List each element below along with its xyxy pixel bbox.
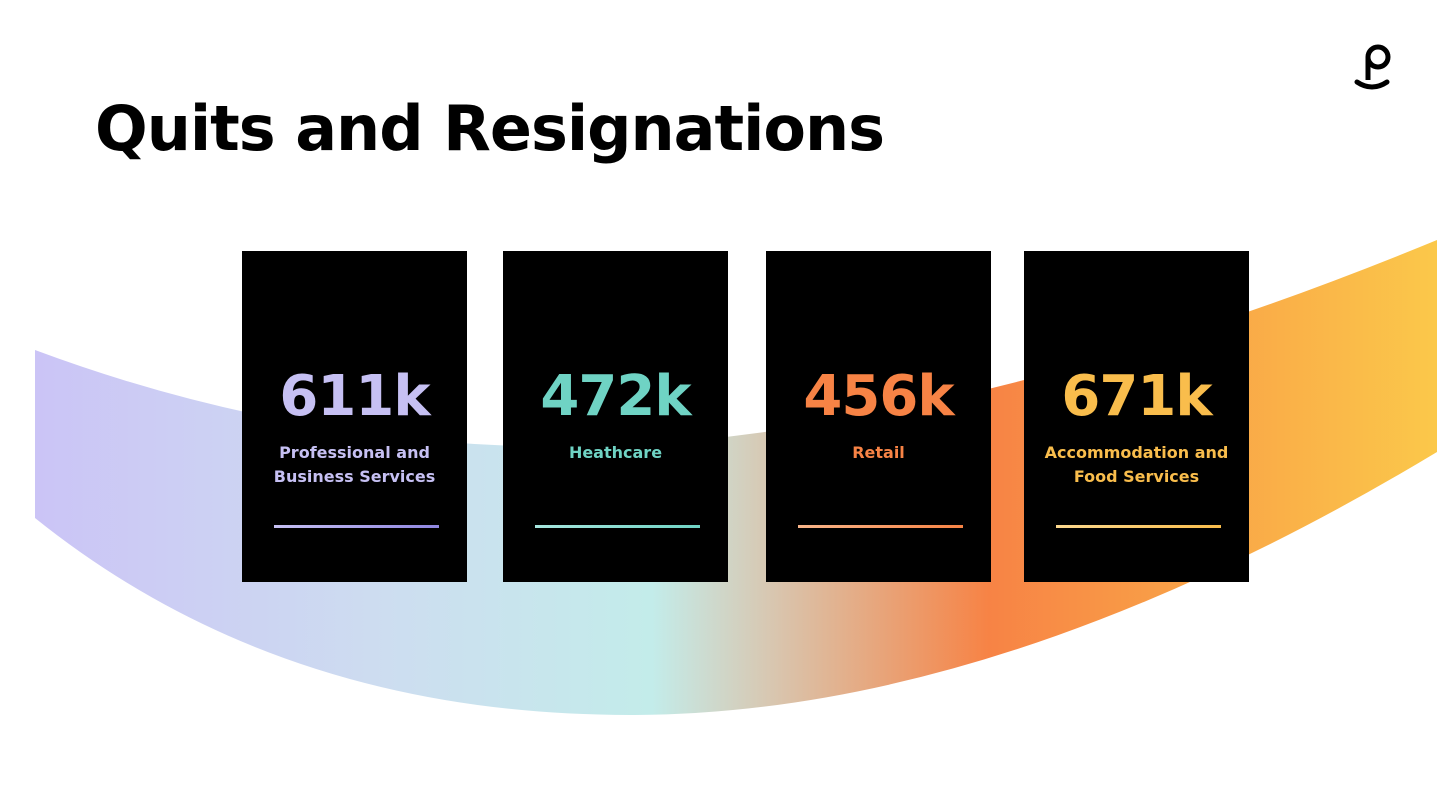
stat-value: 456k [803,364,954,429]
underline [798,525,963,528]
stat-card: 671k Accommodation and Food Services [1024,251,1249,582]
underline [1056,525,1221,528]
underline [274,525,439,528]
logo [1354,44,1391,90]
underline [535,525,700,528]
title: Quits and Resignations [95,92,885,165]
swoosh [35,240,1437,715]
stat-value: 671k [1061,364,1212,429]
stat-label: Accommodation and Food Services [1044,443,1229,486]
stat-value: 472k [540,364,691,429]
stat-card: 611k Professional and Business Services [242,251,467,582]
stat-label: Heathcare [568,443,663,462]
stat-card: 472k Heathcare [503,251,728,582]
stat-label: Professional and Business Services [273,443,436,486]
stat-card: 456k Retail [766,251,991,582]
stat-label: Retail [852,443,905,462]
stat-value: 611k [279,364,430,429]
